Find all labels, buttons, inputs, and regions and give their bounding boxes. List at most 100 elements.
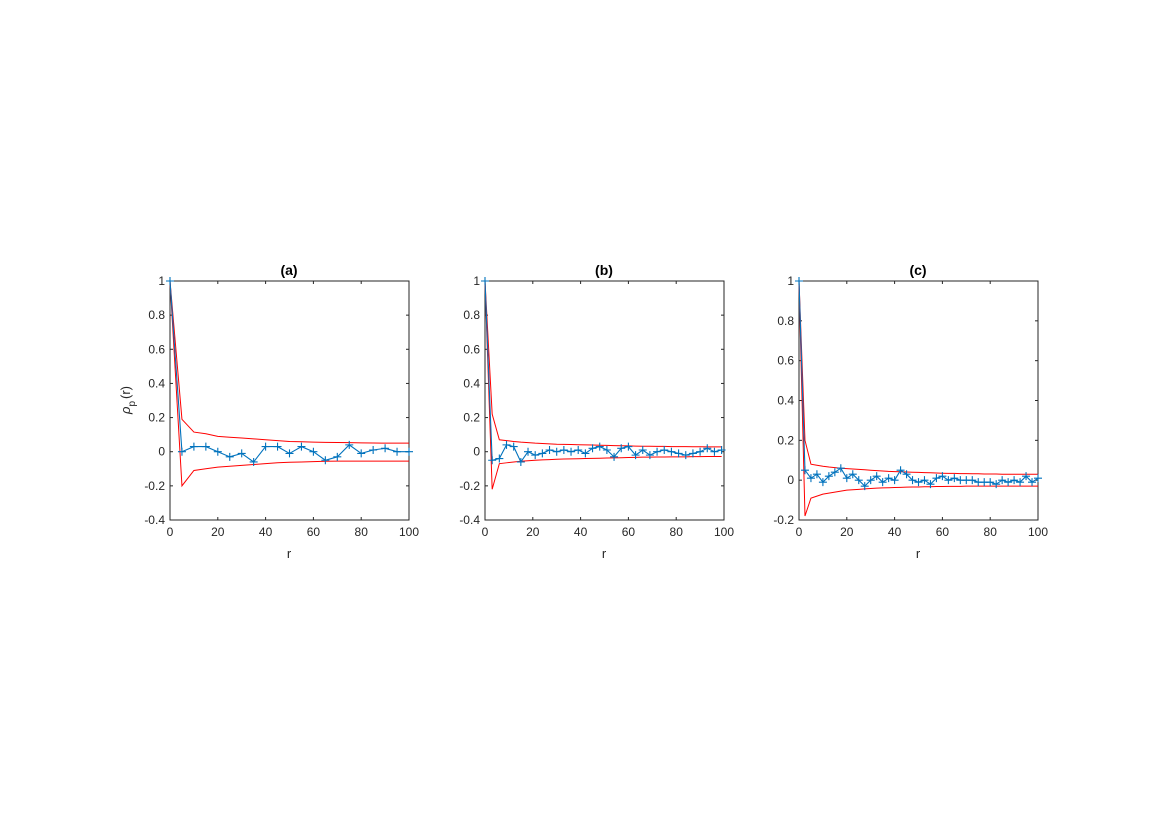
panel-a-x-tick-label: 100 bbox=[399, 525, 419, 539]
panel-a-acf-point bbox=[213, 447, 222, 456]
panel-c-y-tick-label: 1 bbox=[787, 274, 794, 288]
panel-a-lower-bound-line bbox=[169, 280, 409, 488]
panel-c-x-tick-label: 40 bbox=[888, 525, 902, 539]
panel-a-axes-box bbox=[169, 280, 410, 521]
panel-a-upper-bound-line bbox=[169, 280, 409, 444]
panel-b-acf-point bbox=[653, 447, 662, 456]
panel-c-acf-point bbox=[860, 482, 869, 491]
panel-c-series bbox=[795, 277, 1042, 517]
panel-a-x-tick-label: 40 bbox=[259, 525, 273, 539]
panel-b-acf-point bbox=[717, 446, 726, 455]
panel-c-acf-point bbox=[1010, 476, 1019, 485]
panel-a-y-tick-label: -0.4 bbox=[144, 513, 165, 527]
panel-b-acf-point bbox=[617, 444, 626, 453]
panel-b-acf-point bbox=[588, 444, 597, 453]
panel-c-acf-point bbox=[806, 474, 815, 483]
panel-a: (a) 0 20 40 60 80 100 -0.4-0.200.20.40.60.81 … bbox=[118, 262, 419, 561]
panel-a-acf-point bbox=[273, 442, 282, 451]
panel-b-x-tick-label: 80 bbox=[670, 525, 684, 539]
panel-c-acf-point bbox=[908, 476, 917, 485]
panel-b-acf-point bbox=[602, 446, 611, 455]
panel-b-acf-point bbox=[638, 446, 647, 455]
panel-b-acf-point bbox=[674, 449, 683, 458]
panel-b-acf-point bbox=[667, 447, 676, 456]
panel-b-acf-point bbox=[681, 451, 690, 460]
panel-a-acf-point bbox=[189, 442, 198, 451]
panel-b-acf-point bbox=[516, 457, 525, 466]
panel-a-acf-point bbox=[261, 442, 270, 451]
panel-a-acf-point bbox=[285, 449, 294, 458]
panel-c-x-tick-label: 20 bbox=[840, 525, 854, 539]
panel-b-acf-point bbox=[545, 446, 554, 455]
panel-b-acf-point bbox=[710, 447, 719, 456]
panel-b-y-tick-label: 0.2 bbox=[463, 411, 480, 425]
panel-a-acf-point bbox=[381, 444, 390, 453]
panel-c-acf-point bbox=[992, 480, 1001, 489]
panel-c-y-tick-label: 0.6 bbox=[777, 354, 794, 368]
panel-c-acf-point bbox=[848, 470, 857, 479]
panel-c-y-ticks: -0.2 0 0.2 0.4 0.6 0.8 1 bbox=[773, 274, 1038, 527]
panel-c-x-tick-label: 60 bbox=[936, 525, 950, 539]
panel-b-acf-point bbox=[610, 452, 619, 461]
panel-b-acf-point bbox=[502, 440, 511, 449]
panel-a-acf-point bbox=[345, 440, 354, 449]
panel-b-y-tick-label: 0.8 bbox=[463, 308, 480, 322]
panel-a-y-axis-label-symbol: ρ bbox=[118, 406, 133, 415]
panel-c-y-tick-label: 0.2 bbox=[777, 433, 794, 447]
panel-c-acf-point bbox=[830, 468, 839, 477]
panel-c-acf-point bbox=[896, 466, 905, 475]
panel-b-x-axis-label: r bbox=[602, 546, 607, 561]
panel-c-acf-point bbox=[884, 474, 893, 483]
panel-a-acf-point bbox=[237, 449, 246, 458]
panel-c-y-tick-label: 0.8 bbox=[777, 314, 794, 328]
panel-b-acf-point bbox=[688, 449, 697, 458]
panel-a-acf-point bbox=[225, 452, 234, 461]
panel-c-acf-point bbox=[938, 472, 947, 481]
panel-c-lower-bound-line bbox=[798, 280, 1038, 517]
panel-c-acf-point bbox=[812, 470, 821, 479]
panel-a-y-axis-label-argument: (r) bbox=[118, 386, 133, 399]
panel-c-acf-point bbox=[1034, 474, 1042, 483]
panel-c-acf-point bbox=[1022, 472, 1031, 481]
panel-c-acf-point bbox=[800, 466, 809, 475]
panel-c-acf-point bbox=[914, 478, 923, 487]
panel-a-acf-point bbox=[177, 447, 186, 456]
panel-c-acf-point bbox=[950, 474, 959, 483]
panel-a-y-ticks: -0.4 -0.2 0 0.2 0.4 0.6 0.8 1 bbox=[144, 274, 409, 527]
panel-c-title: (c) bbox=[909, 262, 926, 278]
panel-c-acf-point bbox=[818, 478, 827, 487]
panel-b-acf-point bbox=[495, 454, 504, 463]
panel-c-acf-point bbox=[872, 472, 881, 481]
panel-b-acf-point bbox=[624, 442, 633, 451]
panel-c-acf-point bbox=[1004, 478, 1013, 487]
panel-b-acf-point bbox=[488, 456, 497, 465]
panel-a-y-tick-label: 0 bbox=[158, 445, 165, 459]
panel-a-x-tick-label: 60 bbox=[307, 525, 321, 539]
panel-b-y-ticks: -0.4 -0.2 0 0.2 0.4 0.6 0.8 1 bbox=[459, 274, 724, 527]
panel-b-acf-point bbox=[595, 442, 604, 451]
panel-b-x-tick-label: 60 bbox=[622, 525, 636, 539]
panel-c-acf-point bbox=[795, 277, 803, 285]
panel-c-y-tick-label: 0 bbox=[787, 473, 794, 487]
panel-a-x-tick-label: 0 bbox=[167, 525, 174, 539]
panel-a-x-axis-label: r bbox=[287, 546, 292, 561]
panel-b-acf-point bbox=[509, 442, 518, 451]
panel-c-acf-point bbox=[944, 476, 953, 485]
panel-c-acf-point bbox=[1028, 478, 1037, 487]
panel-b-y-tick-label: 0.6 bbox=[463, 342, 480, 356]
panel-b-acf-point bbox=[559, 446, 568, 455]
panel-c-x-tick-label: 80 bbox=[984, 525, 998, 539]
panel-a-y-axis-label-subscript: p bbox=[127, 401, 138, 407]
panel-a-acf-point bbox=[309, 447, 318, 456]
panel-b-upper-bound-line bbox=[484, 280, 722, 448]
panel-c-acf-point bbox=[920, 476, 929, 485]
panel-c-y-tick-label: -0.2 bbox=[773, 513, 794, 527]
panel-b-acf-point bbox=[631, 451, 640, 460]
panel-c-acf-point bbox=[824, 472, 833, 481]
panel-b-lower-bound-line bbox=[484, 280, 722, 490]
panel-a-acf-point bbox=[321, 456, 330, 465]
panel-c-acf-point bbox=[866, 476, 875, 485]
panel-b-y-tick-label: -0.4 bbox=[459, 513, 480, 527]
